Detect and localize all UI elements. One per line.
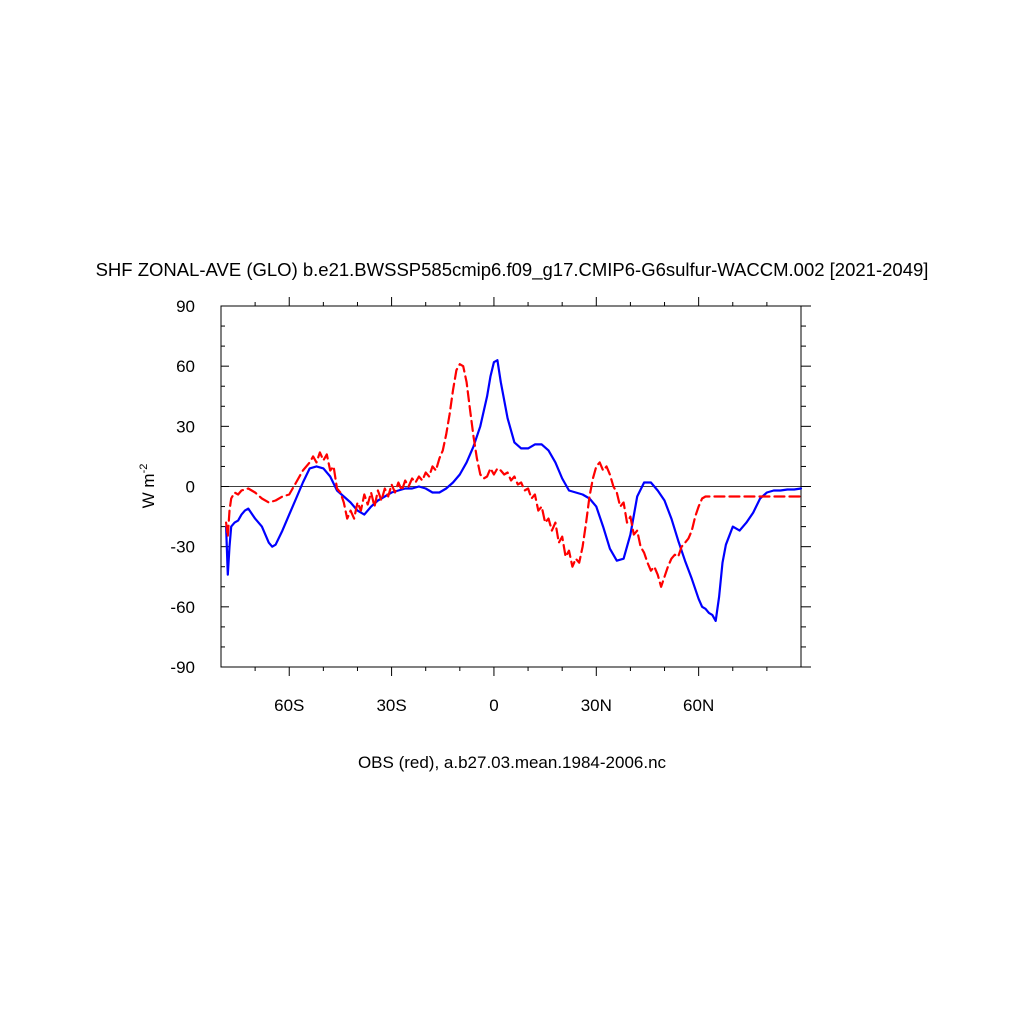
x-tick-label: 0 <box>489 696 498 715</box>
x-tick-label: 60S <box>274 696 304 715</box>
y-tick-label: 30 <box>176 417 195 436</box>
chart-footer: OBS (red), a.b27.03.mean.1984-2006.nc <box>358 753 667 772</box>
axis-ticks <box>221 297 811 676</box>
y-tick-label: -90 <box>170 658 195 677</box>
y-tick-labels: -90 -60 -30 0 30 60 90 <box>170 297 195 677</box>
chart-title: SHF ZONAL-AVE (GLO) b.e21.BWSSP585cmip6.… <box>96 259 929 281</box>
y-tick-label: 90 <box>176 297 195 316</box>
x-tick-label: 60N <box>683 696 714 715</box>
x-tick-label: 30S <box>376 696 406 715</box>
y-tick-label: 60 <box>176 357 195 376</box>
y-axis-label-exponent: -2 <box>138 464 150 474</box>
series-line-red-dashed <box>225 363 803 588</box>
series-line-blue-solid <box>225 359 803 622</box>
series-layer <box>225 359 803 622</box>
y-tick-label: 0 <box>186 478 195 497</box>
y-axis-label: W m-2 <box>138 464 158 509</box>
y-tick-label: -30 <box>170 538 195 557</box>
y-axis-label-base: W m <box>139 473 158 508</box>
y-tick-label: -60 <box>170 598 195 617</box>
x-tick-label: 30N <box>581 696 612 715</box>
x-tick-labels: 60S 30S 0 30N 60N <box>274 696 714 715</box>
